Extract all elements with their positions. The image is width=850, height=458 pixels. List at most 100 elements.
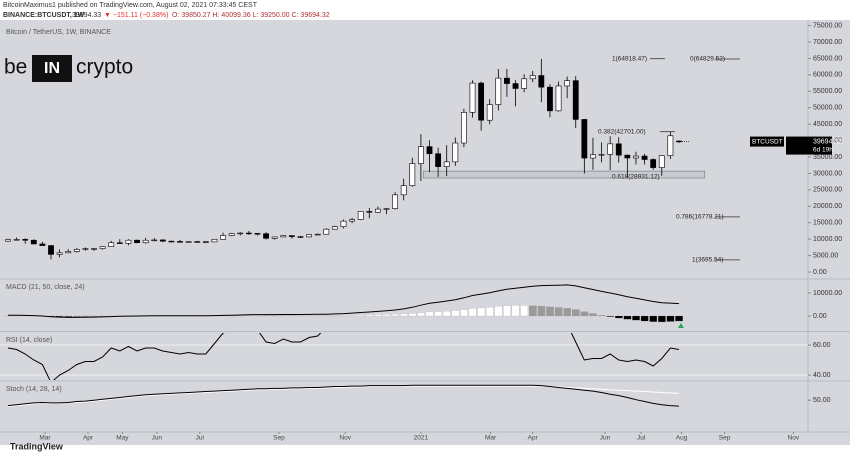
candle-body — [14, 239, 19, 240]
candle-body — [659, 156, 664, 168]
candle-body — [169, 241, 174, 242]
x-tick-label: 2021 — [414, 435, 429, 442]
candle-body — [530, 76, 535, 79]
candle-body — [40, 244, 45, 246]
y-tick-label: 5000.00 — [813, 252, 838, 259]
support-zone — [423, 171, 704, 178]
candle-body — [625, 155, 630, 158]
candle-body — [444, 162, 449, 167]
candle-body — [427, 147, 432, 154]
histogram-bar — [478, 308, 485, 316]
candle-body — [513, 84, 518, 89]
histogram-bar — [538, 306, 545, 316]
candle-body — [74, 249, 79, 251]
candle-body — [547, 87, 552, 111]
candle-body — [143, 240, 148, 243]
histogram-bar — [521, 305, 528, 316]
candle-body — [470, 83, 475, 112]
histogram-bar — [357, 315, 364, 316]
y-tick-label: 60.00 — [813, 342, 831, 349]
histogram-bar — [555, 307, 562, 316]
candle-body — [306, 235, 311, 237]
y-tick-label: 10000.00 — [813, 290, 842, 297]
panel-title: Stoch (14, 28, 14) — [6, 386, 62, 393]
candle-body — [298, 237, 303, 238]
candle-body — [5, 239, 10, 241]
histogram-bar — [503, 306, 510, 316]
y-tick-label: 25000.00 — [813, 187, 842, 194]
ohlc: O: 39850.27 H: 40099.36 L: 39250.00 C: 3… — [172, 12, 330, 19]
candle-body — [117, 243, 122, 244]
fib-label: 1(64918.47) — [612, 55, 647, 62]
y-tick-label: 35000.00 — [813, 154, 842, 161]
candle-body — [436, 154, 441, 167]
histogram-bar — [409, 313, 416, 316]
y-tick-label: 30000.00 — [813, 170, 842, 177]
histogram-bar — [486, 307, 493, 316]
y-tick-label: 20000.00 — [813, 203, 842, 210]
y-tick-label: 55000.00 — [813, 88, 842, 95]
x-tick-label: Nov — [788, 435, 800, 442]
histogram-bar — [650, 316, 657, 322]
footer-logo: TradingView — [10, 441, 64, 451]
histogram-bar — [383, 314, 390, 316]
logo-in: IN — [44, 60, 60, 77]
candle-body — [676, 141, 681, 142]
candle-body — [461, 112, 466, 143]
histogram-bar — [572, 310, 579, 316]
candle-body — [126, 240, 131, 243]
histogram-bar — [460, 310, 467, 316]
candle-body — [324, 229, 329, 234]
candle-body — [616, 144, 621, 155]
histogram-bar — [658, 316, 665, 322]
histogram-bar — [675, 316, 682, 321]
histogram-bar — [65, 316, 72, 317]
x-tick-label: Mar — [39, 435, 51, 442]
histogram-bar — [374, 314, 381, 315]
y-tick-label: 60000.00 — [813, 72, 842, 79]
histogram-bar — [512, 305, 519, 316]
last-price: 39694.33 — [72, 12, 101, 19]
candle-body — [608, 144, 613, 155]
candle-body — [281, 236, 286, 237]
histogram-bar — [56, 316, 63, 317]
symbol-tag-label: BTCUSDT — [752, 138, 783, 145]
publisher-line: BitcoinMaximus1 published on TradingView… — [3, 2, 258, 9]
x-tick-label: Sep — [273, 435, 285, 442]
candle-body — [375, 209, 380, 212]
histogram-bar — [443, 311, 450, 316]
candle-body — [633, 156, 638, 158]
candle-body — [384, 209, 389, 210]
candle-body — [160, 240, 165, 241]
histogram-bar — [624, 316, 631, 319]
histogram-bar — [469, 308, 476, 316]
histogram-bar — [529, 306, 536, 316]
x-tick-label: Jun — [152, 435, 163, 442]
candle-body — [496, 78, 501, 104]
candle-body — [238, 233, 243, 234]
candle-body — [203, 242, 208, 243]
candle-body — [48, 246, 53, 255]
candle-body — [272, 237, 277, 238]
histogram-bar — [615, 316, 622, 318]
candle-body — [522, 79, 527, 89]
y-tick-label: 45000.00 — [813, 121, 842, 128]
histogram-bar — [667, 316, 674, 322]
histogram-bar — [495, 306, 502, 316]
histogram-bar — [581, 312, 588, 316]
x-tick-label: Mar — [485, 435, 497, 442]
candle-body — [651, 159, 656, 167]
countdown-label: 6d 19h — [813, 146, 833, 153]
x-tick-label: Jul — [196, 435, 205, 442]
histogram-bar — [417, 313, 424, 316]
candle-body — [31, 240, 36, 244]
x-tick-label: Jul — [637, 435, 646, 442]
candle-body — [642, 156, 647, 159]
candle-body — [66, 251, 71, 252]
x-tick-label: Aug — [676, 435, 688, 442]
y-tick-label: 40.00 — [813, 372, 831, 379]
candle-body — [504, 78, 509, 83]
histogram-bar — [426, 312, 433, 316]
candle-body — [539, 76, 544, 88]
